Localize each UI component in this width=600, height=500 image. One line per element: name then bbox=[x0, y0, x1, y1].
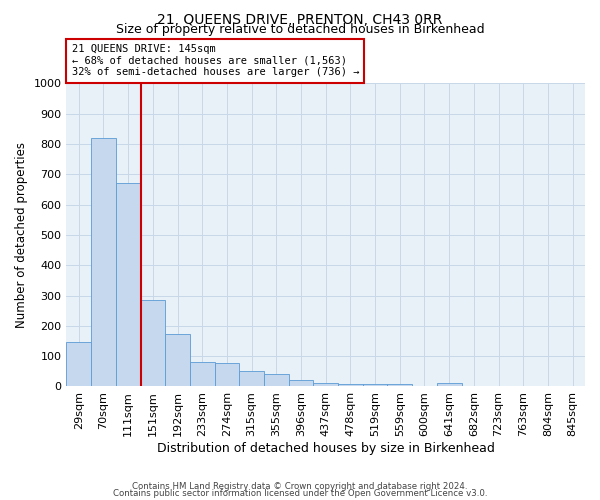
Bar bbox=[437, 384, 461, 386]
Bar bbox=[313, 382, 338, 386]
Bar bbox=[91, 138, 116, 386]
Bar bbox=[289, 380, 313, 386]
Bar bbox=[190, 362, 215, 386]
Bar bbox=[165, 334, 190, 386]
Bar bbox=[338, 384, 363, 386]
Bar bbox=[264, 374, 289, 386]
Bar bbox=[215, 363, 239, 386]
Text: 21, QUEENS DRIVE, PRENTON, CH43 0RR: 21, QUEENS DRIVE, PRENTON, CH43 0RR bbox=[157, 12, 443, 26]
Bar bbox=[239, 370, 264, 386]
Y-axis label: Number of detached properties: Number of detached properties bbox=[15, 142, 28, 328]
X-axis label: Distribution of detached houses by size in Birkenhead: Distribution of detached houses by size … bbox=[157, 442, 494, 455]
Text: 21 QUEENS DRIVE: 145sqm
← 68% of detached houses are smaller (1,563)
32% of semi: 21 QUEENS DRIVE: 145sqm ← 68% of detache… bbox=[71, 44, 359, 78]
Bar bbox=[388, 384, 412, 386]
Text: Size of property relative to detached houses in Birkenhead: Size of property relative to detached ho… bbox=[116, 22, 484, 36]
Bar bbox=[363, 384, 388, 386]
Bar bbox=[140, 300, 165, 386]
Text: Contains HM Land Registry data © Crown copyright and database right 2024.: Contains HM Land Registry data © Crown c… bbox=[132, 482, 468, 491]
Bar bbox=[67, 342, 91, 386]
Bar bbox=[116, 184, 140, 386]
Text: Contains public sector information licensed under the Open Government Licence v3: Contains public sector information licen… bbox=[113, 489, 487, 498]
